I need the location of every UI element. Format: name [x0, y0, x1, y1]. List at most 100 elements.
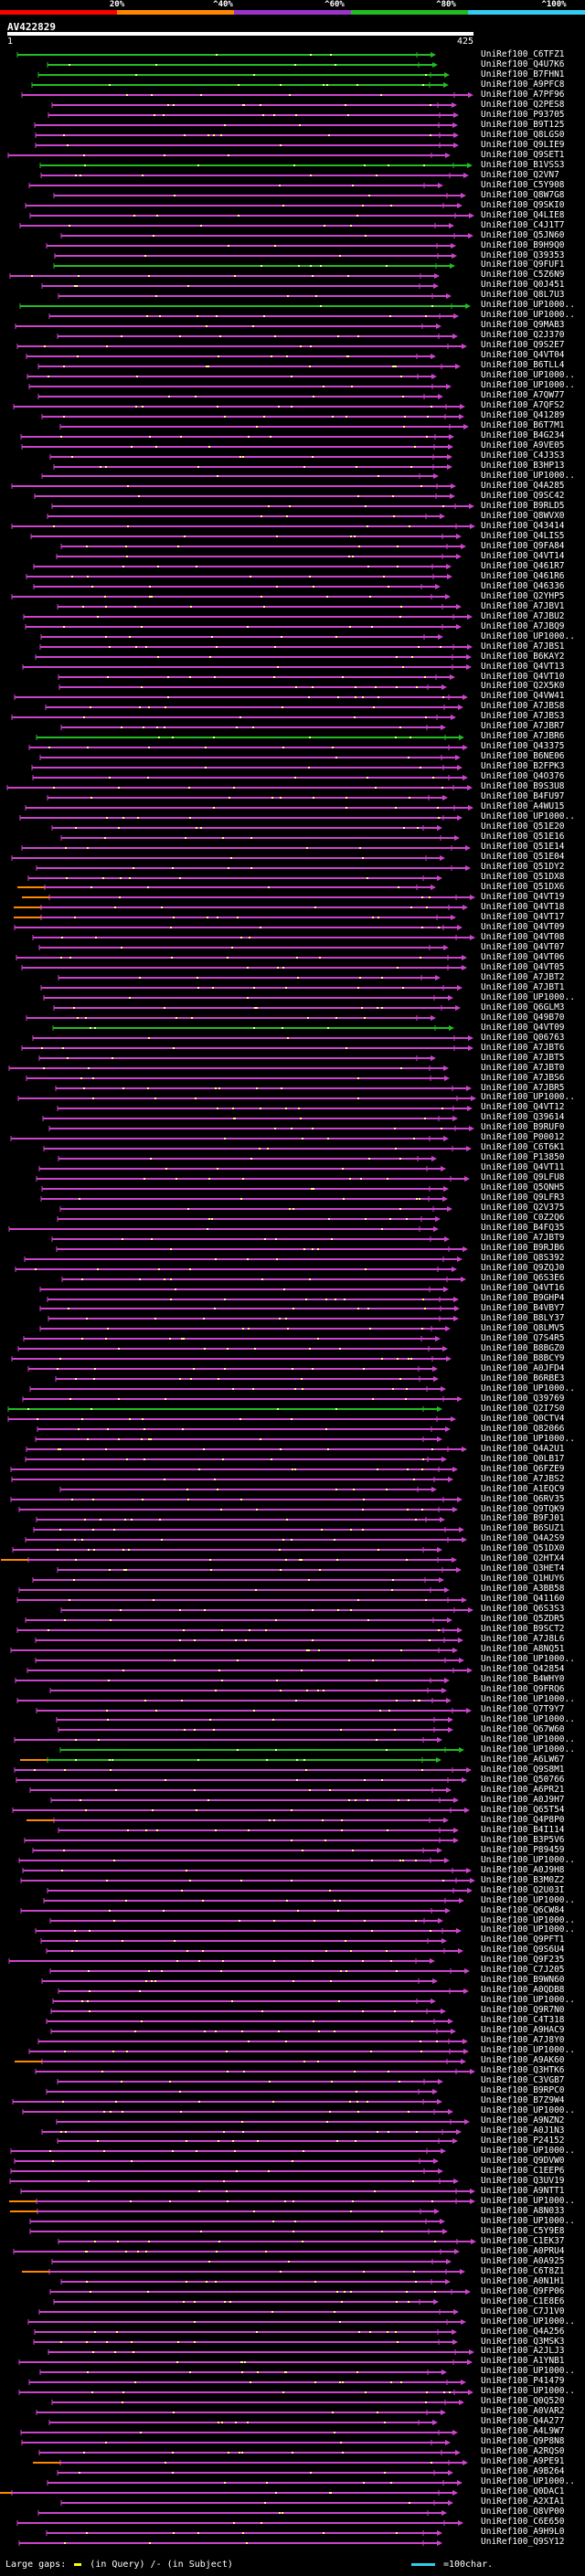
hit-label[interactable]: UniRef100_Q4VT09 — [481, 1023, 565, 1033]
hit-label[interactable]: UniRef100_Q6GLM3 — [481, 1002, 565, 1012]
hit-label[interactable]: UniRef100_Q06763 — [481, 1033, 565, 1043]
hit-label[interactable]: UniRef100_A7JBT5 — [481, 1053, 565, 1063]
hit-label[interactable]: UniRef100_B7Z9W4 — [481, 2095, 565, 2105]
hit-label[interactable]: UniRef100_A7JBV1 — [481, 601, 565, 611]
hit-label[interactable]: UniRef100_Q2U03I — [481, 1885, 565, 1895]
hit-label[interactable]: UniRef100_A7JBT9 — [481, 1233, 565, 1243]
hit-label[interactable]: UniRef100_A7JBQ9 — [481, 621, 565, 631]
hit-label[interactable]: UniRef100_Q50766 — [481, 1775, 565, 1785]
hit-label[interactable]: UniRef100_C5Z6N9 — [481, 270, 565, 280]
hit-label[interactable]: UniRef100_A4WU15 — [481, 801, 565, 811]
hit-label[interactable]: UniRef100_C1E8E6 — [481, 2296, 565, 2306]
hit-label[interactable]: UniRef100_A0QDB8 — [481, 1985, 565, 1995]
hit-label[interactable]: UniRef100_Q4A277 — [481, 2416, 565, 2426]
hit-label[interactable]: UniRef100_A9PE91 — [481, 2456, 565, 2466]
hit-label[interactable]: UniRef100_A0JFD4 — [481, 1363, 565, 1373]
hit-label[interactable]: UniRef100_B3P5V6 — [481, 1835, 565, 1845]
hit-label[interactable]: UniRef100_Q9LFU8 — [481, 1172, 565, 1182]
hit-label[interactable]: UniRef100_UP1000.. — [481, 2366, 575, 2376]
hit-label[interactable]: UniRef100_A7JBT1 — [481, 982, 565, 992]
hit-label[interactable]: UniRef100_Q4VT13 — [481, 662, 565, 672]
hit-label[interactable]: UniRef100_B4I114 — [481, 1825, 565, 1835]
hit-label[interactable]: UniRef100_UP1000.. — [481, 1714, 575, 1724]
hit-label[interactable]: UniRef100_Q3HTK6 — [481, 2065, 565, 2075]
hit-label[interactable]: UniRef100_UP1000.. — [481, 1092, 575, 1102]
hit-label[interactable]: UniRef100_A6PR21 — [481, 1785, 565, 1795]
hit-label[interactable]: UniRef100_Q0Q520 — [481, 2396, 565, 2406]
hit-label[interactable]: UniRef100_UP1000.. — [481, 2216, 575, 2226]
hit-label[interactable]: UniRef100_Q7S4R5 — [481, 1333, 565, 1343]
hit-label[interactable]: UniRef100_Q2PES8 — [481, 100, 565, 110]
hit-label[interactable]: UniRef100_Q39769 — [481, 1394, 565, 1404]
hit-label[interactable]: UniRef100_UP1000.. — [481, 1924, 575, 1935]
hit-label[interactable]: UniRef100_A7JBS8 — [481, 701, 565, 711]
hit-label[interactable]: UniRef100_Q39614 — [481, 1112, 565, 1122]
hit-label[interactable]: UniRef100_A0N1H1 — [481, 2276, 565, 2286]
hit-label[interactable]: UniRef100_A6LW67 — [481, 1754, 565, 1765]
hit-label[interactable]: UniRef100_UP1000.. — [481, 1694, 575, 1704]
hit-label[interactable]: UniRef100_UP1000.. — [481, 2045, 575, 2055]
hit-label[interactable]: UniRef100_Q51DX0 — [481, 1543, 565, 1553]
hit-label[interactable]: UniRef100_A0J9H8 — [481, 1865, 565, 1875]
hit-label[interactable]: UniRef100_Q43414 — [481, 521, 565, 531]
hit-label[interactable]: UniRef100_Q8LMV5 — [481, 1323, 565, 1333]
hit-label[interactable]: UniRef100_A2JLJ3 — [481, 2346, 565, 2356]
hit-label[interactable]: UniRef100_UP1000.. — [481, 370, 575, 380]
hit-label[interactable]: UniRef100_B4VBY7 — [481, 1303, 565, 1313]
hit-label[interactable]: UniRef100_A1YNB1 — [481, 2356, 565, 2366]
hit-label[interactable]: UniRef100_Q3MSK3 — [481, 2337, 565, 2347]
hit-label[interactable]: UniRef100_A2RQS0 — [481, 2446, 565, 2456]
hit-label[interactable]: UniRef100_Q51E04 — [481, 852, 565, 862]
hit-label[interactable]: UniRef100_Q4VT08 — [481, 932, 565, 942]
hit-label[interactable]: UniRef100_UP1000.. — [481, 1995, 575, 2005]
hit-label[interactable]: UniRef100_Q9S6U4 — [481, 1945, 565, 1955]
hit-label[interactable]: UniRef100_Q9DVW0 — [481, 2156, 565, 2166]
hit-label[interactable]: UniRef100_B6SUZ1 — [481, 1523, 565, 1533]
hit-label[interactable]: UniRef100_UP1000.. — [481, 1434, 575, 1444]
hit-label[interactable]: UniRef100_B6TLL4 — [481, 360, 565, 370]
hit-label[interactable]: UniRef100_UP1000.. — [481, 1744, 575, 1754]
hit-label[interactable]: UniRef100_A7JBS6 — [481, 1073, 565, 1083]
hit-label[interactable]: UniRef100_B9RLD5 — [481, 501, 565, 511]
hit-label[interactable]: UniRef100_C5Y9E8 — [481, 2226, 565, 2236]
hit-label[interactable]: UniRef100_Q9SET1 — [481, 150, 565, 160]
hit-label[interactable]: UniRef100_Q461R7 — [481, 561, 565, 571]
hit-label[interactable]: UniRef100_A7JBR5 — [481, 1083, 565, 1093]
hit-label[interactable]: UniRef100_UP1000.. — [481, 2476, 575, 2486]
hit-label[interactable]: UniRef100_C1EEP6 — [481, 2166, 565, 2176]
hit-label[interactable]: UniRef100_Q46336 — [481, 581, 565, 591]
hit-label[interactable]: UniRef100_Q8L7U3 — [481, 290, 565, 300]
hit-label[interactable]: UniRef100_A7JBU2 — [481, 611, 565, 621]
hit-label[interactable]: UniRef100_A7J8Y0 — [481, 2035, 565, 2045]
hit-label[interactable]: UniRef100_UP1000.. — [481, 1734, 575, 1744]
hit-label[interactable]: UniRef100_UP1000.. — [481, 1915, 575, 1925]
hit-label[interactable]: UniRef100_A7JBR6 — [481, 731, 565, 741]
hit-label[interactable]: UniRef100_Q9ZQJ0 — [481, 1263, 565, 1273]
hit-label[interactable]: UniRef100_Q4O376 — [481, 771, 565, 781]
hit-label[interactable]: UniRef100_A9HAC9 — [481, 2025, 565, 2035]
hit-label[interactable]: UniRef100_B3M0Z2 — [481, 1875, 565, 1885]
hit-label[interactable]: UniRef100_A7JBS1 — [481, 641, 565, 652]
hit-label[interactable]: UniRef100_UP1000.. — [481, 380, 575, 390]
hit-label[interactable]: UniRef100_B8BGZ0 — [481, 1343, 565, 1353]
hit-label[interactable]: UniRef100_Q4VT18 — [481, 902, 565, 912]
hit-label[interactable]: UniRef100_Q9TQK9 — [481, 1504, 565, 1514]
hit-label[interactable]: UniRef100_A1EQC9 — [481, 1484, 565, 1494]
hit-label[interactable]: UniRef100_C7J205 — [481, 1965, 565, 1975]
hit-label[interactable]: UniRef100_Q2X5K0 — [481, 681, 565, 691]
hit-label[interactable]: UniRef100_B9FJ01 — [481, 1513, 565, 1523]
hit-label[interactable]: UniRef100_Q4VW41 — [481, 691, 565, 701]
hit-label[interactable]: UniRef100_B9RJB6 — [481, 1243, 565, 1253]
hit-label[interactable]: UniRef100_Q8S392 — [481, 1253, 565, 1263]
hit-label[interactable]: UniRef100_A7QW77 — [481, 390, 565, 400]
hit-label[interactable]: UniRef100_B9SCT2 — [481, 1624, 565, 1634]
hit-label[interactable]: UniRef100_Q4A2S9 — [481, 1533, 565, 1543]
hit-label[interactable]: UniRef100_P41479 — [481, 2376, 565, 2386]
hit-label[interactable]: UniRef100_Q4LIE8 — [481, 210, 565, 220]
hit-label[interactable]: UniRef100_C6TFZ1 — [481, 49, 565, 59]
hit-label[interactable]: UniRef100_UP1000.. — [481, 631, 575, 641]
hit-label[interactable]: UniRef100_Q51E14 — [481, 842, 565, 852]
hit-label[interactable]: UniRef100_Q9SY12 — [481, 2537, 565, 2547]
hit-label[interactable]: UniRef100_B9H9Q0 — [481, 240, 565, 250]
hit-label[interactable]: UniRef100_Q4VT17 — [481, 912, 565, 922]
